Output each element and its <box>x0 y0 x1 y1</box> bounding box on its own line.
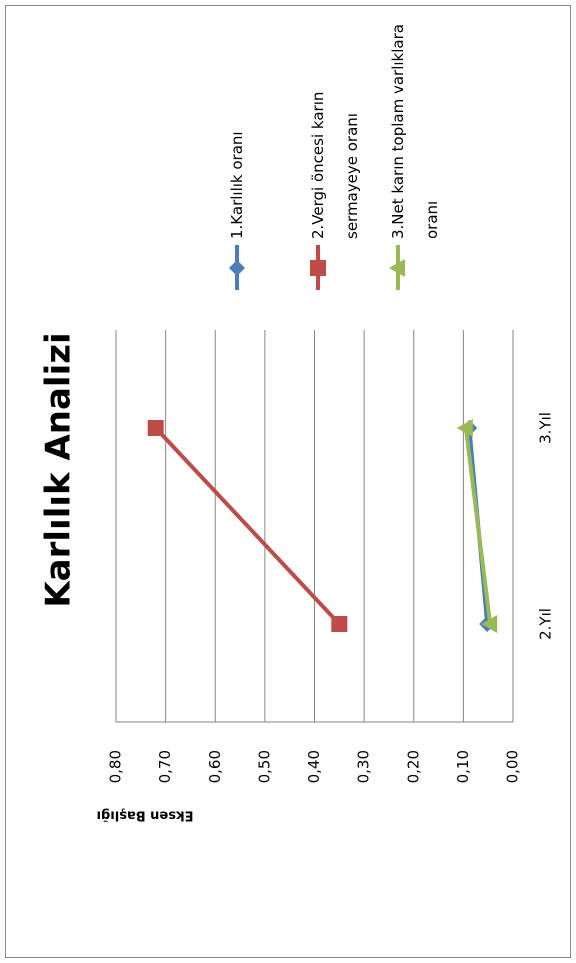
x-tick-label: 3.Yıl <box>537 412 555 444</box>
marker <box>456 419 473 437</box>
y-tick-label: 0,50 <box>255 750 273 783</box>
legend-marker <box>389 259 405 277</box>
legend-entry: 1.Karlılık oranı <box>228 131 246 239</box>
y-axis-title: Eksen Başlığı <box>97 808 194 823</box>
y-tick-label: 0,60 <box>206 750 224 783</box>
legend-entry: 2.Vergi öncesi karın sermayeye oranı <box>309 91 361 239</box>
legend-label: 2.Vergi öncesi karın sermayeye oranı <box>309 91 361 239</box>
rotated-chart: Karlılık Analizi Eksen Başlığı 0,00 0,10 0… <box>39 24 555 823</box>
legend-label: 3.Net karın toplam varlıklara oranı <box>389 24 441 239</box>
y-tick-label: 0,10 <box>454 750 472 783</box>
y-tick-label: 0,20 <box>404 750 422 783</box>
marker <box>147 420 164 436</box>
chart-title: Karlılık Analizi <box>39 332 79 607</box>
legend-marker <box>310 260 326 276</box>
y-tick-label: 0,70 <box>156 750 174 783</box>
y-tick-label: 0,80 <box>107 750 125 783</box>
y-tick-label: 0,40 <box>305 750 323 783</box>
series-line <box>154 426 341 626</box>
series-line <box>463 427 493 625</box>
marker <box>481 615 498 633</box>
y-tick-label: 0,00 <box>504 750 522 783</box>
legend-label: 1.Karlılık oranı <box>228 131 246 239</box>
legend-marker <box>229 260 245 276</box>
marker <box>331 616 348 632</box>
legend-entry: 3.Net karın toplam varlıklara oranı <box>389 24 441 239</box>
y-tick-label: 0,30 <box>355 750 373 783</box>
x-tick-label: 2.Yıl <box>537 608 555 640</box>
chart-frame <box>5 5 571 958</box>
